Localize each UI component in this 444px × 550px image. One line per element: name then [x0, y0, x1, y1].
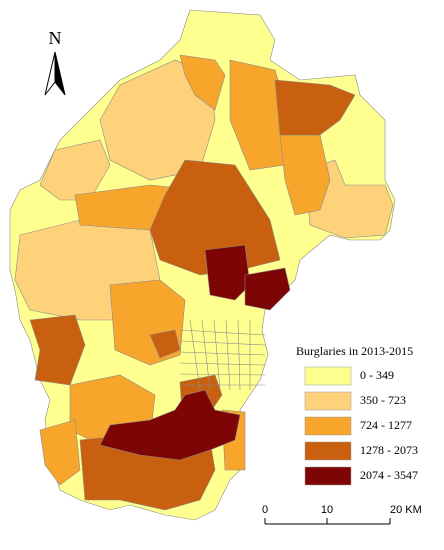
district-border: [225, 319, 231, 391]
legend-label: 1278 - 2073: [360, 443, 418, 457]
legend: 0 - 349 350 - 723 724 - 1277 1278 - 2073 207…: [304, 366, 418, 486]
region: [29, 314, 86, 386]
legend-label: 2074 - 3547: [360, 468, 418, 482]
region: [99, 389, 241, 461]
legend-swatch: [304, 391, 352, 411]
district-border: [179, 340, 266, 346]
legend-swatch: [304, 416, 352, 436]
region: [149, 329, 181, 359]
region: [179, 54, 226, 111]
district-border: [189, 319, 201, 391]
district-border: [179, 329, 266, 336]
legend-swatch: [304, 366, 352, 386]
district-border: [179, 373, 266, 376]
regions: [9, 9, 396, 521]
region: [39, 419, 81, 486]
legend-label: 0 - 349: [360, 368, 394, 382]
scale-label: 10: [321, 504, 333, 516]
legend-label: 724 - 1277: [360, 418, 412, 432]
legend-swatch: [304, 441, 352, 461]
region: [204, 244, 251, 301]
district-border: [237, 319, 241, 391]
district-border: [201, 319, 211, 391]
arrow-right: [54, 51, 66, 96]
arrow-left: [44, 51, 56, 96]
legend-title: Burglaries in 2013-2015: [296, 344, 413, 358]
scale-label: 20 KM: [390, 504, 422, 516]
legend-label: 350 - 723: [360, 393, 406, 407]
region: [244, 267, 291, 311]
north-arrow: N: [44, 28, 66, 96]
district-border: [179, 362, 266, 366]
north-label: N: [49, 28, 62, 48]
region: [274, 79, 356, 136]
district-border: [179, 351, 266, 356]
district-border: [213, 319, 221, 391]
scale-label: 0: [262, 504, 268, 516]
scale-bar: 0 10 20 KM: [262, 504, 422, 525]
legend-swatch: [304, 466, 352, 486]
